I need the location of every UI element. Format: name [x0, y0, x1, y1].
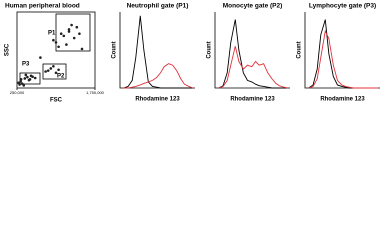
- data-point: [78, 32, 81, 36]
- data-point: [67, 28, 71, 31]
- histogram-line: [218, 46, 289, 89]
- histogram-line: [218, 19, 289, 89]
- figure: P1 P2 P3 Human peripheral blood SSC FSC 250…: [5, 3, 380, 104]
- data-point: [65, 43, 68, 46]
- histogram-line: [308, 29, 379, 89]
- x-axis-label: Rhodamine 123: [135, 97, 180, 103]
- data-point: [75, 25, 79, 29]
- x-tick-label: 1,750,000: [86, 90, 105, 95]
- data-point: [67, 30, 71, 33]
- axis: [304, 12, 380, 89]
- histogram-line: [123, 63, 194, 89]
- data-point: [57, 45, 60, 49]
- x-axis-label: FSC: [50, 98, 63, 104]
- data-point: [19, 80, 22, 83]
- chart-title: Lymphocyte gate (P3): [309, 3, 376, 10]
- data-point: [22, 84, 26, 87]
- y-axis-label: Count: [112, 41, 118, 58]
- data-point: [49, 67, 53, 70]
- gate-label: P3: [22, 62, 30, 68]
- x-axis-label: Rhodamine 123: [230, 97, 275, 103]
- x-axis-label: Rhodamine 123: [320, 97, 365, 103]
- data-point: [44, 70, 47, 73]
- data-point: [52, 38, 55, 42]
- x-tick-label: 250,000: [10, 90, 25, 95]
- y-axis-label: Count: [297, 41, 303, 58]
- data-point: [72, 36, 76, 40]
- data-point: [54, 41, 58, 44]
- data-point: [19, 78, 23, 81]
- gate-p2: [42, 63, 67, 80]
- histogram-line: [123, 15, 194, 89]
- data-point: [46, 69, 50, 72]
- data-point: [27, 78, 31, 82]
- histogram-line: [308, 19, 379, 89]
- data-point: [26, 75, 29, 79]
- data-point: [39, 56, 42, 59]
- data-point: [54, 71, 58, 75]
- data-point: [80, 47, 84, 51]
- gate-label: P1: [48, 31, 56, 37]
- data-point: [57, 68, 60, 72]
- y-axis-label: Count: [207, 41, 213, 58]
- axis: [214, 12, 290, 89]
- scatter-frame: [16, 11, 96, 89]
- data-point: [33, 76, 37, 80]
- chart-title: Neutrophil gate (P1): [127, 3, 189, 10]
- data-point: [17, 81, 20, 85]
- data-point: [62, 34, 66, 38]
- data-point: [59, 32, 63, 36]
- data-point: [29, 74, 33, 78]
- data-point: [52, 64, 55, 68]
- data-point: [23, 77, 27, 80]
- data-point: [20, 82, 24, 85]
- chart-title: Monocyte gate (P2): [223, 3, 283, 10]
- data-point: [24, 73, 28, 77]
- y-axis-label: SSC: [5, 43, 11, 56]
- gate-label: P2: [57, 74, 65, 80]
- gate-p1: [55, 13, 91, 52]
- gate-p3: [19, 72, 41, 85]
- data-point: [70, 23, 73, 27]
- chart-title: Human peripheral blood: [5, 3, 80, 10]
